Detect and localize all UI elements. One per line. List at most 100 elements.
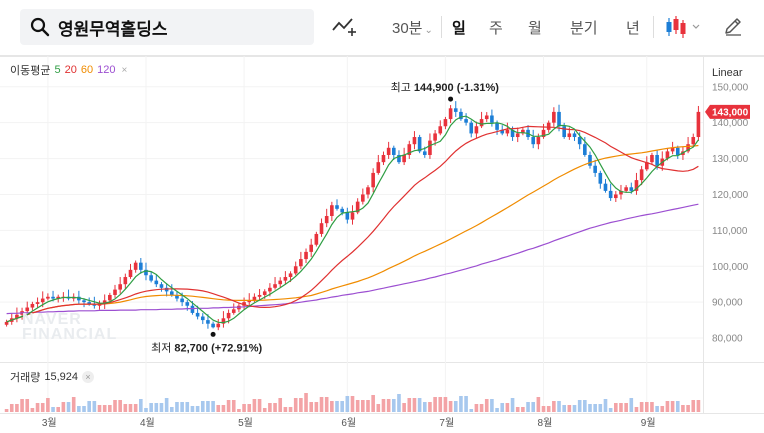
x-tick-label: 5월 — [238, 417, 253, 429]
volume-bar — [562, 405, 566, 412]
volume-bar — [557, 401, 561, 412]
volume-bar — [288, 407, 293, 412]
volume-bar — [304, 393, 308, 412]
volume-bar — [521, 407, 525, 412]
candle-body — [474, 126, 479, 134]
candle-body — [443, 119, 448, 127]
volume-bar — [278, 398, 283, 412]
candle-body — [190, 305, 195, 313]
candlestick-style-icon[interactable] — [665, 14, 703, 40]
volume-bar — [459, 396, 463, 412]
volume-bar — [422, 402, 427, 412]
candle-body — [675, 147, 680, 155]
candle-body — [185, 302, 190, 306]
candle-body — [304, 251, 308, 260]
interval-day[interactable]: 일 — [452, 20, 466, 37]
candle-body — [139, 262, 143, 270]
volume-bar — [402, 403, 406, 412]
volume-bar — [433, 397, 437, 412]
price-chart[interactable]: 150,000 140,000 130,000 120,000 110,000 100,0… — [0, 56, 764, 433]
candle-body — [361, 194, 365, 202]
candle-body — [603, 183, 608, 191]
candle-body — [226, 312, 231, 319]
toolbar: 영원무역홀딩스 30분 ⌄ 일 주 월 분기 년 — [0, 0, 764, 56]
volume-bar — [541, 406, 546, 412]
candle-body — [696, 111, 701, 138]
interval-month[interactable]: 월 — [528, 20, 542, 37]
volume-bar — [252, 399, 257, 412]
volume-bar — [386, 399, 391, 412]
candle-body — [453, 108, 458, 112]
volume-bar — [417, 398, 422, 412]
candle-body — [40, 298, 45, 303]
volume-bar — [9, 404, 14, 412]
volume-bar — [598, 404, 603, 412]
search-box[interactable]: 영원무역홀딩스 — [20, 9, 314, 45]
candle-body — [386, 147, 391, 155]
line-chart-add-icon[interactable] — [332, 16, 358, 38]
volume-bar — [190, 406, 195, 412]
candle-body — [340, 208, 344, 213]
candle-body — [314, 233, 319, 245]
volume-bar — [92, 401, 97, 412]
volume-bar — [397, 394, 401, 412]
candle-body — [288, 273, 293, 278]
volume-bar — [464, 396, 468, 412]
candle-body — [562, 126, 566, 138]
candle-body — [149, 275, 153, 281]
volume-bar — [412, 398, 417, 412]
volume-bar — [273, 403, 277, 412]
y-tick-label: 150,000 — [712, 82, 749, 93]
candle-body — [397, 154, 401, 163]
close-icon[interactable]: × — [82, 371, 95, 383]
candle-body — [211, 323, 215, 328]
volume-bar — [655, 406, 659, 412]
interval-quarter[interactable]: 분기 — [570, 20, 598, 37]
candle-body — [583, 144, 587, 155]
volume-bar — [361, 400, 365, 412]
candle-body — [144, 269, 148, 276]
current-price-label: 143,000 — [712, 107, 749, 118]
volume-bar — [133, 404, 138, 412]
candle-body — [572, 133, 577, 138]
volume-bar — [283, 407, 288, 412]
pencil-icon[interactable] — [723, 16, 743, 36]
candle-body — [665, 151, 670, 159]
scale-type[interactable]: Linear — [712, 67, 743, 79]
candle-body — [216, 323, 221, 328]
volume-bar — [552, 401, 556, 412]
candle-body — [309, 244, 314, 252]
candle-body — [608, 190, 613, 199]
candle-body — [644, 162, 649, 170]
candle-body — [448, 108, 453, 120]
high-marker — [448, 96, 454, 102]
volume-legend[interactable]: 거래량 15,924 × — [10, 369, 95, 385]
volume-bar — [77, 406, 81, 412]
volume-bar — [216, 405, 221, 412]
volume-bar — [200, 401, 205, 412]
candle-body — [154, 280, 159, 285]
y-tick-label: 80,000 — [712, 334, 743, 345]
ma60-line — [6, 144, 699, 323]
interval-30min[interactable]: 30분 ⌄ — [392, 20, 433, 37]
candle-body — [195, 312, 200, 317]
candle-body — [614, 194, 618, 199]
volume-bar — [484, 399, 489, 412]
volume-bar — [479, 404, 484, 412]
close-icon[interactable]: × — [121, 64, 128, 76]
volume-bar — [154, 403, 159, 412]
moving-average-legend[interactable]: 이동평균 5 20 60 120 × — [10, 62, 127, 78]
candle-body — [541, 129, 546, 138]
volume-bar — [314, 402, 319, 412]
y-tick-label: 100,000 — [712, 262, 749, 273]
volume-bar — [268, 403, 272, 412]
volume-bar — [164, 398, 169, 412]
candle-body — [128, 269, 133, 278]
interval-year[interactable]: 년 — [626, 20, 640, 37]
candle-body — [82, 300, 86, 303]
interval-week[interactable]: 주 — [489, 20, 503, 37]
candle-body — [268, 287, 272, 292]
candle-body — [495, 122, 499, 130]
volume-bar — [453, 401, 458, 412]
candle-body — [200, 316, 205, 321]
